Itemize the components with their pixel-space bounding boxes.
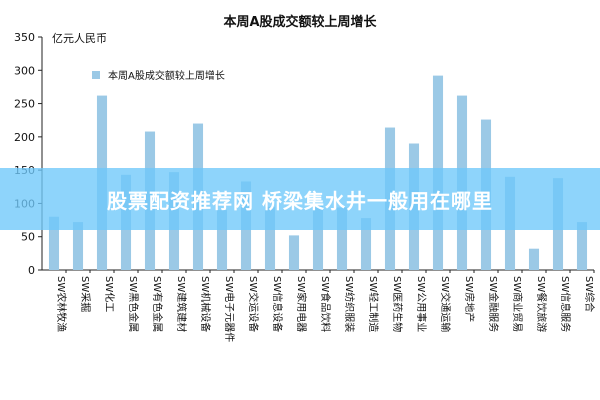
- y-tick-label: 200: [14, 131, 35, 144]
- x-tick-label: SW信息设备: [271, 276, 284, 332]
- x-tick-labels: SW农林牧渔 SW采掘 SW化工 SW黑色金属 SW有色金属 SW建筑建材 SW机械设备 SW…: [55, 270, 596, 342]
- x-tick-label: SW建筑建材: [175, 276, 188, 332]
- x-tick-label: SW交运设备: [247, 276, 260, 332]
- chart-title: 本周A股成交额较上周增长: [223, 14, 377, 30]
- y-tick-label: 50: [21, 231, 35, 244]
- bar: [576, 222, 588, 270]
- x-tick-label: SW机械设备: [199, 276, 212, 332]
- bar: [336, 207, 348, 270]
- x-tick-label: SW化工: [103, 276, 116, 312]
- x-tick-label: SW轻工制造: [367, 276, 380, 332]
- x-tick-label: SW电子元器件: [223, 276, 236, 342]
- x-tick-label: SW房地产: [463, 276, 476, 322]
- bar: [528, 248, 540, 270]
- x-tick-label: SW纺织服装: [343, 276, 356, 332]
- x-tick-label: SW信息服务: [559, 276, 572, 332]
- bar: [360, 218, 372, 270]
- x-tick-label: SW农林牧渔: [55, 276, 68, 332]
- overlay-text: 股票配资推荐网 桥梁集水井一般用在哪里: [107, 188, 493, 213]
- bar: [48, 216, 60, 270]
- bar: [72, 222, 84, 270]
- y-axis-label: 亿元人民币: [52, 32, 107, 45]
- x-tick-label: SW家用电器: [295, 276, 308, 332]
- x-tick-label: SW医药生物: [391, 276, 404, 332]
- x-tick-label: SW金融服务: [487, 276, 500, 332]
- x-tick-label: SW黑色金属: [127, 276, 140, 332]
- y-tick-label: 300: [14, 64, 35, 77]
- legend: 本周A股成交额较上周增长: [92, 69, 225, 82]
- legend-label: 本周A股成交额较上周增长: [108, 69, 225, 82]
- x-tick-label: SW公用事业: [415, 276, 428, 332]
- y-ticks: 050100150200250300350: [14, 31, 42, 277]
- x-tick-label: SW综合: [583, 276, 596, 312]
- x-tick-label: SW食品饮料: [319, 276, 332, 332]
- x-tick-label: SW餐饮旅游: [535, 276, 548, 332]
- x-tick-label: SW商业贸易: [511, 276, 524, 332]
- legend-swatch: [92, 71, 100, 79]
- y-tick-label: 350: [14, 31, 35, 44]
- x-tick-label: SW有色金属: [151, 276, 164, 332]
- overlay-banner: 股票配资推荐网 桥梁集水井一般用在哪里: [0, 168, 600, 230]
- x-tick-label: SW采掘: [79, 276, 92, 312]
- y-tick-label: 250: [14, 98, 35, 111]
- bar: [312, 206, 324, 270]
- bar: [216, 210, 228, 270]
- bar: [288, 235, 300, 270]
- bar: [264, 206, 276, 270]
- y-tick-label: 0: [28, 264, 35, 277]
- x-tick-label: SW交通运输: [439, 276, 452, 332]
